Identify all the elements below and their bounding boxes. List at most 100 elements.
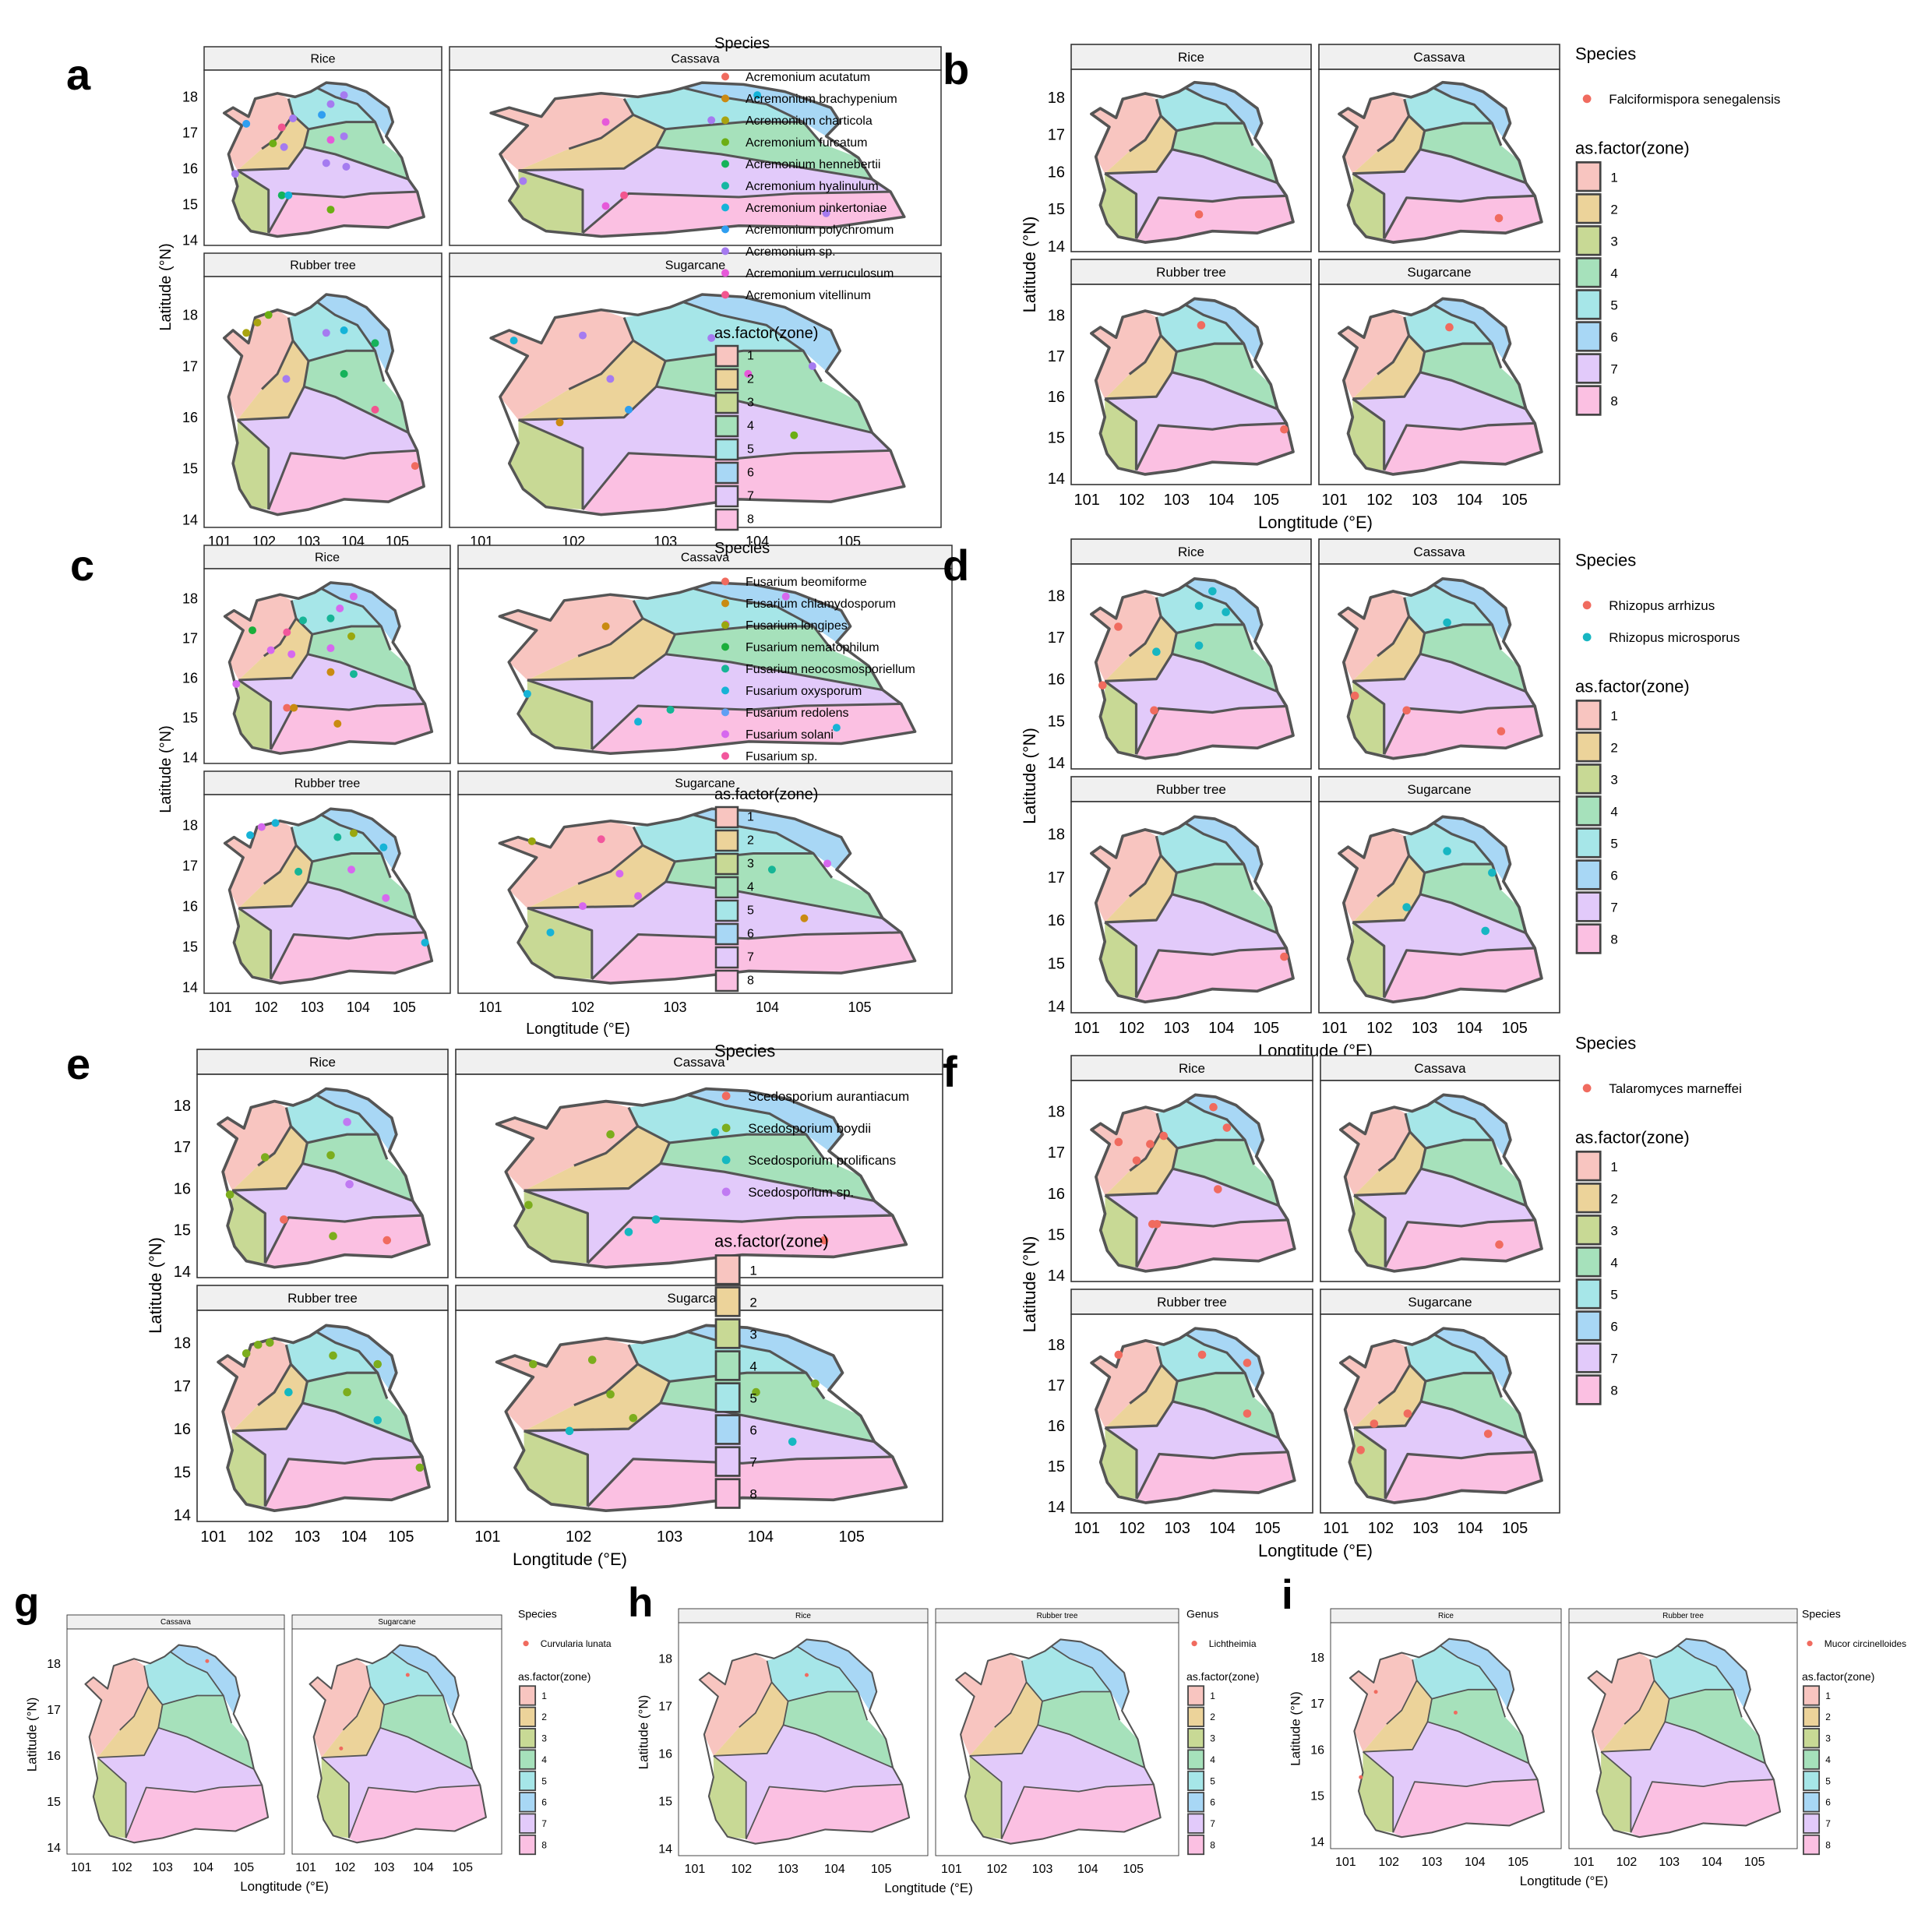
legend-species-label: Fusarium chlamydosporum: [746, 598, 896, 611]
zone-4-region: [656, 351, 873, 433]
facet-label: Rice: [310, 52, 335, 65]
facet-strip: [1318, 538, 1560, 565]
legend-zone-swatch: [714, 806, 739, 829]
legend-species-swatch: [721, 708, 729, 717]
legend-zone-swatch: [1187, 1770, 1205, 1792]
facet-label: Rice: [1179, 1061, 1205, 1076]
y-axis-title: Latitude (°N): [1020, 1236, 1039, 1333]
occurrence-point: [597, 835, 605, 844]
legend-zone-label: 1: [1825, 1690, 1831, 1701]
occurrence-point: [266, 646, 275, 654]
facet-strip: [1070, 1289, 1313, 1315]
y-tick-label: 15: [182, 710, 198, 726]
occurrence-point: [242, 329, 251, 337]
legend-zone-swatch: [1575, 763, 1602, 795]
legend-zone-label: 8: [1825, 1839, 1831, 1850]
occurrence-point: [1356, 1446, 1365, 1454]
facet-label: Rubber tree: [294, 777, 361, 790]
legend-title: Species: [714, 35, 770, 52]
x-tick-label: 101: [474, 1528, 500, 1546]
zone-7-region: [238, 881, 425, 979]
zone-8-region: [1384, 706, 1542, 759]
zone-boundary: [1128, 98, 1162, 153]
x-tick-label: 104: [824, 1863, 845, 1876]
zone-4-region: [1172, 864, 1278, 933]
occurrence-point: [271, 819, 280, 827]
zone-boundary: [1440, 1645, 1497, 1690]
y-tick-label: 15: [658, 1795, 672, 1808]
x-tick-label: 101: [478, 999, 502, 1015]
legend-zone-label: 5: [1610, 1287, 1617, 1302]
legend-species-swatch: [721, 643, 729, 651]
legend-zone-label: 1: [747, 350, 754, 363]
occurrence-point: [1483, 1430, 1493, 1438]
y-tick-label: 14: [1048, 999, 1065, 1016]
occurrence-point: [1443, 847, 1451, 855]
occurrence-point: [620, 191, 629, 199]
legend-zone-swatch: [1575, 891, 1602, 922]
x-tick-label: 102: [111, 1861, 132, 1874]
occurrence-point: [578, 902, 587, 911]
facet-sugarcane: Sugarcane: [1320, 1289, 1560, 1514]
zone-8-region: [1384, 423, 1542, 474]
y-tick-label: 16: [1048, 1418, 1065, 1435]
y-tick-label: 14: [182, 979, 198, 995]
zone-boundary: [1135, 1451, 1289, 1500]
occurrence-point: [326, 644, 335, 653]
legend-zone-swatch: [1575, 385, 1602, 416]
zone-6-region: [1677, 1638, 1750, 1708]
x-tick-label: 105: [388, 1528, 414, 1546]
legend-zone-swatch: [714, 344, 739, 368]
zone-5-region: [1156, 823, 1244, 873]
y-tick-label: 17: [182, 125, 198, 141]
occurrence-point: [527, 837, 536, 845]
legend-species-swatch: [1582, 94, 1592, 104]
zone-boundary: [1377, 1346, 1412, 1405]
occurrence-point: [753, 91, 762, 100]
x-tick-label: 102: [986, 1863, 1007, 1876]
y-axis-title: Latitude (°N): [1288, 1691, 1303, 1766]
legend-zone-swatch: [1575, 1278, 1602, 1310]
legend-zone-swatch: [1575, 859, 1602, 890]
occurrence-point: [800, 914, 809, 922]
x-tick-label: 103: [1032, 1863, 1053, 1876]
zone-6-region: [321, 809, 400, 870]
zone-boundary: [687, 1331, 807, 1374]
legend-species-label: Fusarium oxysporum: [746, 685, 862, 698]
legend-zone-swatch: [714, 1350, 741, 1381]
legend-zone-swatch: [714, 485, 739, 508]
legend-zone-swatch: [714, 852, 739, 876]
zone-boundary: [1104, 921, 1138, 998]
legend-zone-label: 1: [1610, 1159, 1617, 1174]
x-tick-label: 102: [1119, 1520, 1145, 1537]
facet-label: Cassava: [671, 52, 719, 65]
occurrence-point: [606, 1130, 615, 1139]
legend-title: Species: [1575, 44, 1636, 64]
facet-sugarcane: Sugarcane: [1318, 259, 1560, 485]
x-axis-title: Longtitude (°E): [240, 1879, 329, 1894]
x-tick-label: 101: [1322, 492, 1348, 509]
facet-label: Sugarcane: [675, 777, 735, 790]
zone-2-region: [518, 340, 666, 420]
zone-boundary: [1352, 680, 1386, 755]
legend: Species Falciformispora senegalensis as.fa…: [1575, 44, 1780, 416]
zone-4-region: [1665, 1689, 1765, 1764]
legend: Genus Lichtheimia as.factor(zone) 1 2 3 4 5 6 7 8: [1186, 1607, 1259, 1856]
occurrence-point: [804, 1673, 809, 1677]
zone-boundary: [236, 418, 270, 509]
legend-zone-label: 6: [541, 1797, 547, 1808]
zone-boundary: [1176, 862, 1254, 890]
zone-boundary: [675, 852, 834, 879]
y-tick-label: 16: [182, 161, 198, 177]
zone-6-region: [687, 1088, 843, 1151]
x-tick-label: 103: [294, 1528, 320, 1546]
zone-3-region: [233, 420, 269, 509]
x-tick-label: 103: [374, 1861, 395, 1874]
x-tick-label: 105: [1502, 1520, 1528, 1537]
legend-species-label: Fusarium sp.: [746, 750, 817, 763]
occurrence-point: [242, 1349, 251, 1358]
zone-boundary: [1176, 1371, 1256, 1398]
occurrence-point: [1497, 727, 1506, 735]
